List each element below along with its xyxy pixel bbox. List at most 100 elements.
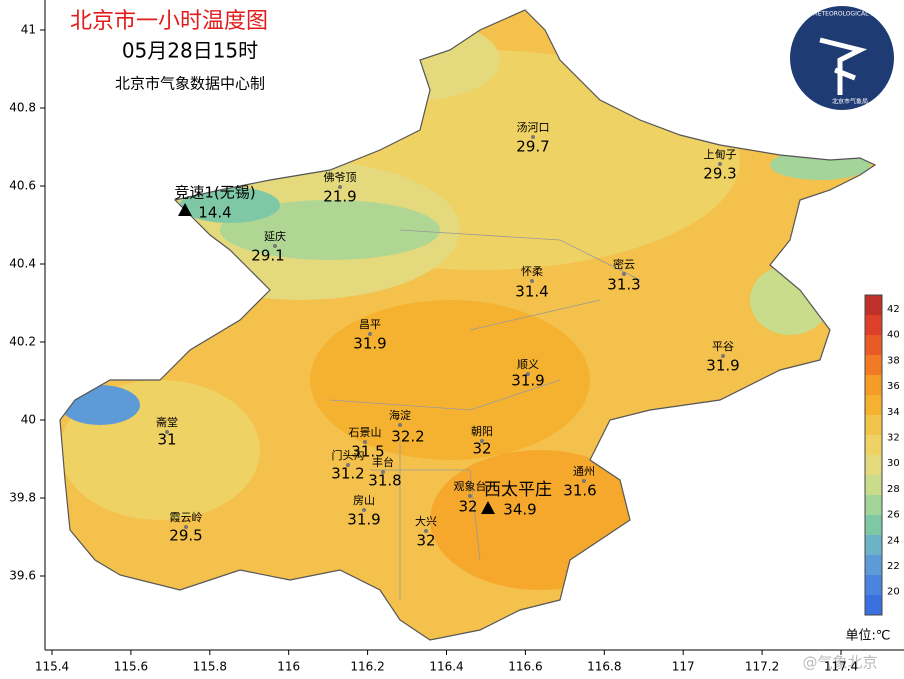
station-value: 31.5 — [351, 443, 384, 461]
legend-tick-label: 34 — [887, 407, 900, 418]
station-name: 观象台 — [454, 479, 487, 493]
credit: 北京市气象数据中心制 — [115, 75, 265, 93]
station-name: 斋堂 — [156, 415, 178, 429]
station-name: 门头沟 — [332, 448, 365, 462]
station-name: 房山 — [353, 494, 375, 507]
legend-swatch — [865, 495, 882, 515]
legend-swatch — [865, 355, 882, 375]
x-tick-label: 115.8 — [193, 660, 227, 674]
station-name: 汤河口 — [517, 120, 550, 134]
y-tick-label: 40.4 — [9, 257, 36, 271]
station-value: 31.3 — [607, 276, 640, 294]
legend-frame — [864, 294, 883, 616]
logo-subtext: 北京市气象局 — [832, 98, 868, 106]
station-name: 怀柔 — [521, 265, 543, 278]
station-dot — [582, 479, 586, 483]
station-value: 32 — [416, 532, 435, 550]
legend-swatch — [865, 395, 882, 415]
station-dot — [530, 279, 534, 283]
x-tick-label: 116.4 — [429, 660, 463, 674]
legend-title: 单位:℃ — [846, 629, 891, 644]
station-name: 石景山 — [349, 426, 382, 439]
boundary — [59, 9, 877, 641]
y-tick-label: 39.8 — [9, 491, 36, 505]
station-triangle — [481, 501, 495, 514]
y-tick-label: 40 — [21, 413, 36, 427]
legend-swatch — [865, 315, 882, 335]
station-name: 平谷 — [712, 340, 734, 353]
x-tick-label: 116.2 — [350, 660, 384, 674]
station-value: 29.1 — [251, 247, 284, 265]
station-value: 31.2 — [331, 465, 364, 483]
station-value: 32 — [458, 498, 477, 516]
station-value: 29.7 — [516, 138, 549, 156]
legend-swatch — [865, 375, 882, 395]
station-dot — [184, 525, 188, 529]
legend-swatch — [865, 555, 882, 575]
station-name: 霞云岭 — [170, 510, 203, 524]
station-dot — [531, 135, 535, 139]
station-name: 佛爷顶 — [324, 170, 357, 184]
station-value: 14.4 — [198, 204, 231, 222]
station-value: 31.6 — [563, 482, 596, 500]
x-tick-label: 117.2 — [745, 660, 779, 674]
legend-tick-label: 22 — [887, 561, 900, 572]
station-dot — [480, 439, 484, 443]
station-dot — [622, 272, 626, 276]
station-dot — [165, 430, 169, 434]
legend-tick-label: 36 — [887, 381, 900, 392]
station-name: 大兴 — [415, 514, 437, 528]
title: 北京市一小时温度图 — [70, 9, 268, 34]
station-name: 竞速1(无锡) — [174, 184, 255, 202]
legend-tick-label: 26 — [887, 510, 900, 521]
station-dot — [721, 354, 725, 358]
station-dot — [424, 529, 428, 533]
logo-text: BEIJING METEOROLOGICAL SERVICE — [788, 11, 896, 18]
station-name: 昌平 — [359, 318, 381, 331]
station-dot — [381, 470, 385, 474]
watermark: @气象北京 — [802, 654, 877, 672]
legend-swatch — [865, 535, 882, 555]
station-value: 31.9 — [706, 357, 739, 375]
legend-tick-label: 32 — [887, 433, 900, 444]
district-borders — [329, 229, 641, 600]
x-tick-label: 117.4 — [824, 660, 858, 674]
legend-swatch — [865, 435, 882, 455]
station-value: 21.9 — [323, 188, 356, 206]
station-name: 密云 — [613, 257, 635, 271]
station-value: 31.8 — [368, 472, 401, 490]
x-tick-label: 116 — [277, 660, 300, 674]
station-dot — [398, 423, 402, 427]
station-name: 西太平庄 — [484, 480, 552, 500]
x-tick-label: 116.6 — [508, 660, 542, 674]
station-name: 海淀 — [389, 408, 411, 422]
legend-swatch — [865, 455, 882, 475]
legend-swatch — [865, 415, 882, 435]
legend-swatch — [865, 335, 882, 355]
legend-swatch — [865, 475, 882, 495]
legend-tick-label: 42 — [887, 304, 900, 315]
station-value: 31.9 — [347, 511, 380, 529]
station-dot — [718, 162, 722, 166]
legend-tick-label: 20 — [887, 587, 900, 598]
y-tick-label: 40.6 — [9, 179, 36, 193]
station-dot — [363, 440, 367, 444]
station-value: 31 — [157, 431, 176, 449]
legend-swatch — [865, 515, 882, 535]
y-tick-label: 39.6 — [9, 569, 36, 583]
station-name: 延庆 — [264, 229, 286, 243]
legend-tick-label: 24 — [887, 535, 900, 546]
station-dot — [368, 332, 372, 336]
time: 05月28日15时 — [122, 39, 258, 63]
station-value: 29.3 — [703, 165, 736, 183]
logo: BEIJING METEOROLOGICAL SERVICE 北京市气象局 — [788, 6, 896, 110]
station-name: 上甸子 — [704, 148, 737, 161]
logo-mark — [819, 37, 868, 95]
y-tick-label: 40.2 — [9, 335, 36, 349]
station-name: 通州 — [573, 465, 595, 478]
legend-swatch — [865, 295, 882, 315]
station-value: 29.5 — [169, 527, 202, 545]
legend-swatch — [865, 595, 882, 615]
station-name: 顺义 — [517, 358, 539, 371]
